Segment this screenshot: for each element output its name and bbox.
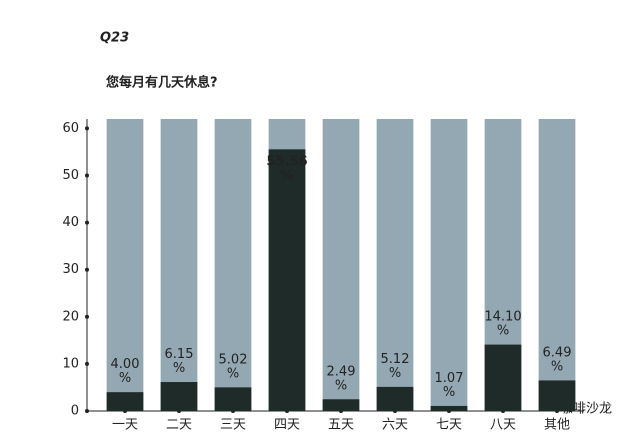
- y-tick-label: 50: [62, 168, 79, 183]
- value-label: 5.02%: [219, 352, 248, 381]
- x-tick-label: 四天: [274, 418, 300, 433]
- bar-background: [322, 119, 360, 411]
- value-label: 14.10%: [484, 309, 521, 338]
- y-tick-mark: [85, 173, 89, 178]
- x-tick-label: 五天: [328, 418, 354, 433]
- value-label: 6.15%: [165, 347, 194, 376]
- x-tick-label: 六天: [382, 418, 408, 433]
- bar-background: [538, 119, 576, 411]
- value-label: 1.07%: [435, 370, 464, 399]
- value-label: 2.49%: [327, 364, 356, 393]
- value-label: 4.00%: [111, 357, 140, 386]
- x-tick-label: 八天: [490, 418, 516, 433]
- y-tick-label: 40: [62, 215, 79, 230]
- y-tick-mark: [85, 267, 89, 272]
- bar-background: [376, 119, 414, 411]
- y-tick-label: 20: [62, 309, 79, 324]
- bar: [376, 386, 414, 411]
- chart-title: Q23: [100, 31, 129, 46]
- x-tick-label: 二天: [166, 418, 192, 433]
- bar: [430, 405, 468, 411]
- bar: [160, 382, 198, 411]
- x-tick-label: 其他: [544, 418, 570, 433]
- y-tick-mark: [85, 126, 89, 131]
- y-tick-label: 60: [62, 121, 79, 136]
- bar-background: [160, 119, 198, 411]
- bar-background: [106, 119, 144, 411]
- bar-background: [214, 119, 252, 411]
- bar: [214, 387, 252, 411]
- bar: [538, 380, 576, 411]
- y-tick-mark: [85, 361, 89, 366]
- y-tick-mark: [85, 314, 89, 319]
- x-tick-label: 一天: [112, 418, 138, 433]
- chart-subtitle: 您每月有几天休息?: [106, 75, 218, 91]
- y-tick-label: 10: [62, 356, 79, 371]
- bar: [484, 344, 522, 411]
- y-tick-label: 0: [71, 404, 79, 419]
- x-tick-label: 三天: [220, 418, 246, 433]
- bar: [268, 149, 306, 411]
- y-tick-mark: [85, 220, 89, 225]
- bar: [106, 392, 144, 411]
- bar-background: [430, 119, 468, 411]
- value-label: 55.56%: [266, 154, 307, 183]
- x-tick-label: 七天: [436, 418, 462, 433]
- y-tick-mark: [85, 409, 89, 413]
- y-tick-label: 30: [62, 262, 79, 277]
- value-label: 5.12%: [381, 351, 410, 380]
- value-label: 6.49%: [543, 345, 572, 374]
- bar: [322, 399, 360, 411]
